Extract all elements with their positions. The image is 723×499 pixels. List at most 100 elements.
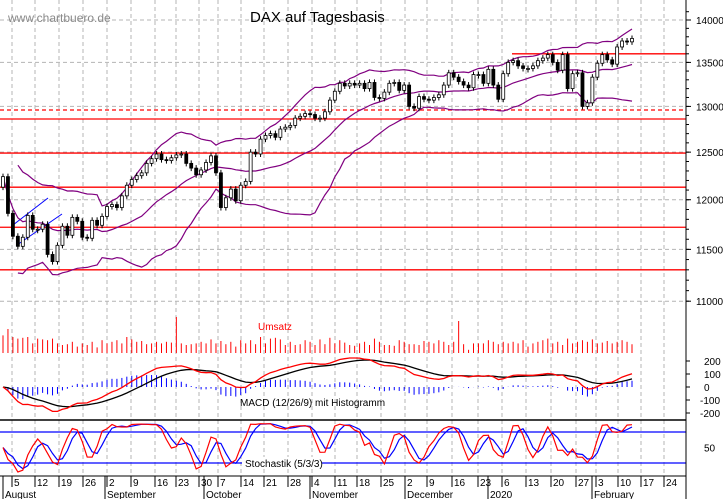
date-label: 17 [643,478,655,489]
candle-body [25,214,30,238]
candle-body [65,225,70,236]
date-label: 25 [383,478,395,489]
candle-body [159,153,164,161]
price-tick-label: 11500 [696,245,723,256]
macd-signal-line [2,359,633,408]
candle-body [481,74,486,84]
chart-title: DAX auf Tagesbasis [250,9,385,26]
candle-body [119,195,124,208]
stoch-d-line [2,423,633,470]
candle-body [436,94,441,98]
candle-body [303,113,308,117]
candle-body [342,82,347,87]
candle-body [20,236,25,247]
candle-body [377,97,382,99]
candle-body [535,60,540,67]
candle-body [189,162,194,169]
stoch-label: Stochastik (5/3/3) [245,459,323,470]
candle-body [139,172,144,177]
candle-body [431,97,436,101]
price-tick-label: 13000 [696,102,723,113]
candle-body [318,117,322,120]
site-watermark: www.chartbuero.de [7,11,111,25]
date-label: 30 [201,478,213,489]
candle-body [293,117,298,126]
candle-body [134,175,139,180]
candle-body [209,155,213,163]
candle-body [402,84,407,91]
candle-body [273,133,278,138]
candle-body [15,235,20,247]
macd-tick-label: 200 [704,357,721,368]
candle-body [268,133,273,136]
candle-body [45,223,50,255]
candle-body [337,82,342,92]
date-label: 13 [528,478,540,489]
price-tick-label: 12000 [696,196,723,207]
candle-body [407,84,412,107]
price-tick-label: 13500 [696,58,723,69]
candle-body [585,102,590,107]
candle-body [580,72,585,107]
candle-body [451,72,456,78]
date-label: 3 [598,478,604,489]
grid [0,0,686,476]
date-label: 9 [133,478,139,489]
candle-body [555,62,560,71]
stoch-k-line [2,423,633,473]
month-label: 2020 [490,490,513,499]
candle-body [521,65,525,69]
candle-body [491,68,496,86]
trend-channel [12,197,63,246]
date-label: 12 [37,478,49,489]
candle-body [228,188,233,199]
date-label: 16 [157,478,169,489]
macd-tick-label: 0 [704,383,710,394]
price-tick-label: 14000 [696,16,723,27]
candle-body [243,181,248,186]
month-label: August [5,490,36,499]
candle-body [501,73,506,100]
candle-body [511,60,516,63]
candle-body [253,151,258,155]
macd-label: MACD (12/26/9) mit Histogramm [240,398,385,409]
date-label: 19 [61,478,73,489]
candle-body [263,135,268,140]
candle-body [417,96,421,109]
candle-body [298,115,303,119]
bollinger-upper [17,28,633,207]
candle-body [323,111,327,119]
candle-body [283,126,288,130]
candle-body [570,73,575,90]
candle-body [332,90,337,101]
candle-body [288,124,293,128]
candle-body [308,113,312,116]
candle-body [600,54,605,64]
month-label: December [407,490,454,499]
candle-body [70,216,75,236]
candle-body [40,223,45,230]
candle-body [486,68,491,84]
candle-body [595,62,600,78]
macd-tick-label: -200 [700,409,720,420]
candle-body [560,54,565,71]
candle-body [362,82,367,90]
candle-body [110,204,114,207]
candle-body [129,179,134,186]
candle-body [422,96,426,100]
candle-body [506,62,511,75]
stoch-tick-label: 50 [704,444,716,455]
candle-body [95,219,100,226]
candle-body [223,197,228,208]
date-label: 9 [429,478,435,489]
macd-panel [2,357,633,413]
candle-body [6,176,10,214]
date-label: 26 [85,478,97,489]
candle-body [531,65,535,69]
candle-body [496,84,501,100]
candle-body [50,254,55,262]
candle-body [620,40,624,48]
support-resistance-levels [0,53,686,271]
candle-body [441,84,446,96]
candle-body [313,114,317,119]
